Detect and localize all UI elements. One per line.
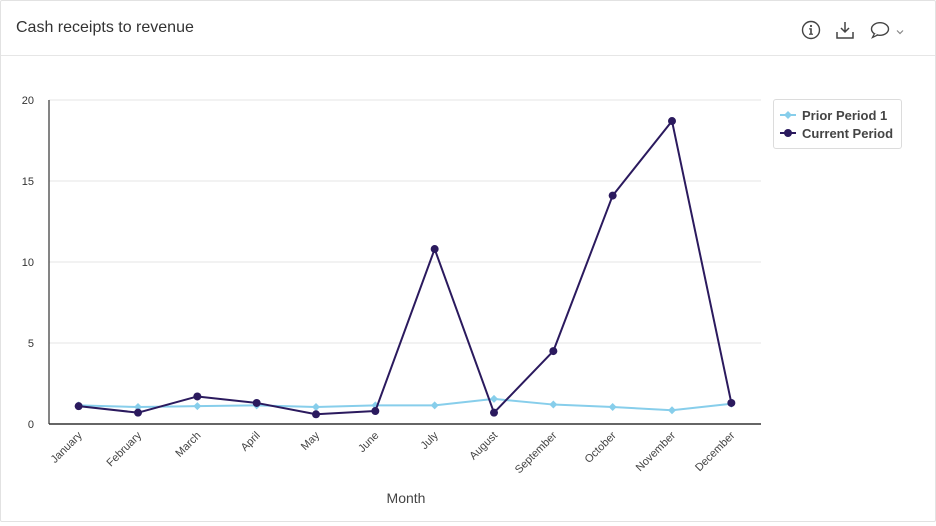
- series-line-current: [78, 120, 733, 416]
- chart-area: 0 5 10 15 20 January February March April May June…: [1, 56, 935, 521]
- data-point-prior[interactable]: [430, 401, 439, 410]
- chart-title: Cash receipts to revenue: [16, 19, 194, 36]
- line-chart: 0 5 10 15 20 January February March April May June…: [22, 95, 761, 506]
- x-tick-label: July: [418, 429, 441, 452]
- card-header: Cash receipts to revenue: [1, 1, 935, 56]
- chevron-down-icon[interactable]: [895, 24, 905, 42]
- legend-item-prior[interactable]: Prior Period 1: [780, 106, 887, 124]
- data-point-current[interactable]: [430, 245, 439, 254]
- y-tick-label: 15: [22, 176, 34, 188]
- data-point-prior[interactable]: [668, 406, 676, 415]
- data-point-prior[interactable]: [608, 402, 617, 411]
- x-tick-label: September: [513, 429, 560, 476]
- y-tick-label: 0: [28, 419, 34, 431]
- data-point-current[interactable]: [74, 402, 83, 411]
- data-point-current[interactable]: [193, 392, 202, 401]
- legend-label-current: Current Period: [802, 125, 894, 141]
- y-tick-label: 10: [22, 257, 34, 269]
- series-line-prior: [78, 397, 732, 412]
- data-point-prior[interactable]: [490, 394, 498, 403]
- data-point-current[interactable]: [134, 408, 142, 417]
- x-tick-label: June: [356, 430, 381, 455]
- x-tick-label: December: [693, 429, 738, 474]
- data-point-current[interactable]: [608, 191, 617, 200]
- data-point-current[interactable]: [727, 398, 736, 407]
- data-point-current[interactable]: [668, 117, 676, 126]
- data-point-current[interactable]: [252, 398, 261, 407]
- data-point-current[interactable]: [312, 410, 320, 419]
- x-tick-label: March: [173, 430, 203, 460]
- comment-icon[interactable]: [869, 20, 891, 45]
- y-tick-label: 20: [22, 95, 34, 107]
- x-tick-label: January: [49, 429, 86, 466]
- legend-marker-current: [780, 129, 796, 137]
- data-point-current[interactable]: [371, 407, 380, 416]
- x-tick-label: February: [105, 429, 145, 469]
- x-tick-label: August: [467, 430, 500, 463]
- header-actions: [787, 20, 905, 45]
- y-tick-label: 5: [28, 338, 34, 350]
- data-point-prior[interactable]: [312, 402, 320, 411]
- data-point-prior[interactable]: [549, 400, 558, 409]
- data-point-current[interactable]: [490, 408, 498, 417]
- legend-item-current[interactable]: Current Period: [780, 124, 893, 142]
- chart-legend: Prior Period 1 Current Period: [773, 99, 902, 149]
- download-icon[interactable]: [835, 20, 855, 45]
- x-axis-title: Month: [387, 490, 426, 506]
- x-tick-label: April: [239, 430, 263, 454]
- data-point-prior[interactable]: [193, 402, 202, 411]
- x-tick-label: November: [634, 429, 679, 474]
- legend-label-prior: Prior Period 1: [802, 107, 888, 123]
- legend-marker-prior: [780, 111, 796, 119]
- data-point-prior[interactable]: [134, 402, 142, 411]
- x-tick-label: October: [583, 429, 619, 465]
- x-tick-label: May: [299, 429, 323, 453]
- data-point-current[interactable]: [549, 347, 558, 356]
- info-icon[interactable]: [801, 20, 821, 45]
